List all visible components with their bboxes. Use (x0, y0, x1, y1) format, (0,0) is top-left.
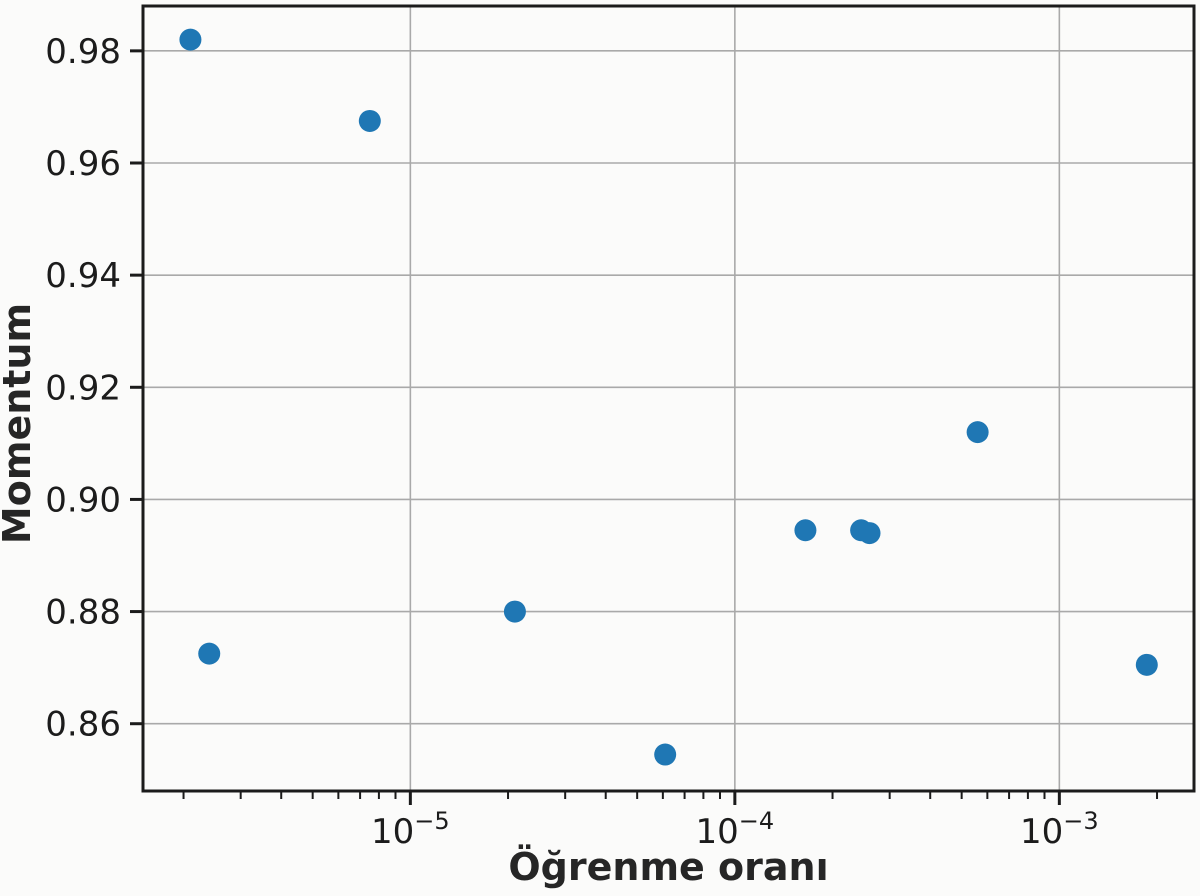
gridlines-group (143, 6, 1194, 791)
tick-labels-group: 0.86 0.88 0.90 0.92 0.94 0.96 0.98 10−5 10−4 10−3 (45, 32, 1098, 852)
y-tick-label: 0.88 (45, 593, 121, 633)
x-tick-label: 10−5 (371, 807, 450, 852)
data-point (503, 600, 526, 623)
ticks-group (130, 49, 1159, 805)
x-tick-label: 10−3 (1020, 807, 1099, 852)
data-points-group (179, 28, 1158, 766)
data-point (179, 28, 202, 51)
y-axis-label: Momentum (0, 303, 39, 544)
x-axis-label: Öğrenme oranı (508, 845, 828, 889)
plot-border (141, 4, 1196, 793)
y-tick-label: 0.90 (45, 480, 121, 520)
data-point (966, 421, 989, 444)
y-tick-label: 0.92 (45, 368, 121, 408)
y-tick-label: 0.96 (45, 144, 121, 184)
data-point (654, 743, 677, 766)
y-tick-label: 0.86 (45, 705, 121, 745)
data-point (198, 642, 221, 665)
data-point (358, 109, 381, 132)
data-point (794, 519, 817, 542)
data-point (1135, 653, 1158, 676)
y-tick-label: 0.98 (45, 32, 121, 72)
x-tick-label: 10−4 (696, 807, 775, 852)
data-point (858, 522, 881, 545)
y-tick-label: 0.94 (45, 256, 121, 296)
